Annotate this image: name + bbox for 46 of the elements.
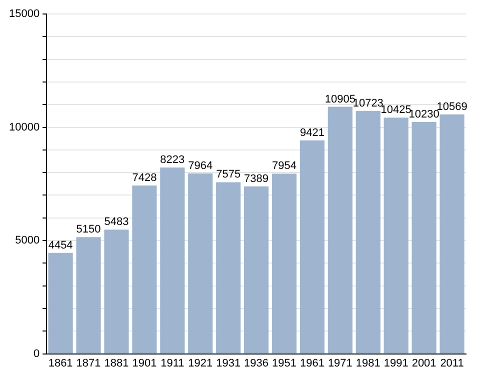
data-label: 10425 xyxy=(380,104,412,116)
bar xyxy=(440,114,464,354)
x-tick-label: 1881 xyxy=(104,357,129,370)
bar xyxy=(328,106,352,354)
x-tick-label: 1981 xyxy=(356,357,380,370)
y-tick-label: 15000 xyxy=(8,8,40,20)
x-tick-label: 1911 xyxy=(160,357,184,370)
x-tick-label: 1991 xyxy=(384,357,408,370)
data-label: 7954 xyxy=(272,160,296,172)
x-tick-label: 1871 xyxy=(76,357,101,370)
data-label: 7964 xyxy=(188,160,213,172)
bar xyxy=(76,237,101,354)
bar xyxy=(300,140,325,354)
data-label: 7428 xyxy=(132,172,157,184)
x-tick-label: 1951 xyxy=(272,357,296,370)
bar xyxy=(244,186,269,354)
bar xyxy=(412,122,436,354)
data-label: 8223 xyxy=(160,154,185,166)
y-tick-label: 5000 xyxy=(15,234,40,247)
x-tick-label: 1861 xyxy=(48,357,73,370)
data-label: 5150 xyxy=(76,224,101,236)
y-tick-label: 10000 xyxy=(8,121,40,134)
data-label: 9421 xyxy=(300,126,324,139)
bar xyxy=(48,252,73,354)
bar xyxy=(272,174,297,354)
bar xyxy=(104,230,129,354)
x-tick-label: 1921 xyxy=(188,357,213,370)
data-label: 7575 xyxy=(216,168,241,181)
x-tick-label: 1931 xyxy=(216,357,241,370)
bar xyxy=(160,168,185,354)
data-label: 7389 xyxy=(244,172,269,185)
bar xyxy=(356,110,380,354)
data-label: 10905 xyxy=(324,93,356,106)
bar xyxy=(188,173,213,354)
x-tick-label: 2011 xyxy=(440,357,464,370)
y-tick-label: 0 xyxy=(33,348,40,360)
bar xyxy=(384,118,408,354)
bar xyxy=(216,182,241,354)
x-tick-label: 1971 xyxy=(328,357,352,370)
x-tick-label: 1961 xyxy=(300,357,324,370)
data-label: 4454 xyxy=(48,239,73,252)
data-label: 5483 xyxy=(104,216,129,228)
x-tick-label: 1936 xyxy=(244,357,269,370)
x-tick-label: 1901 xyxy=(132,357,157,370)
x-tick-label: 2001 xyxy=(412,357,436,370)
bar xyxy=(132,186,157,354)
